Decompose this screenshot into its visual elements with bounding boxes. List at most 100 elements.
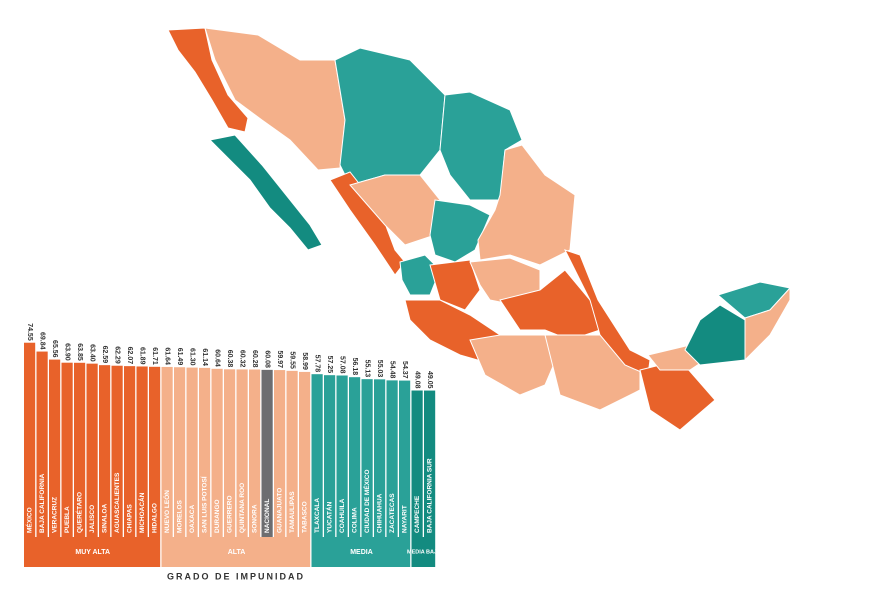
group-band	[311, 537, 411, 567]
bar	[149, 366, 161, 537]
value-label: 60.64	[213, 349, 220, 367]
category-label: TLAXCALA	[314, 498, 321, 533]
map-region	[204, 27, 346, 171]
group-label: MUY ALTA	[75, 549, 110, 556]
bar	[349, 377, 361, 537]
bar	[99, 365, 111, 537]
value-label: 60.08	[263, 350, 270, 368]
value-label: 57.25	[326, 356, 333, 374]
bar	[136, 366, 148, 537]
map-region	[208, 134, 323, 251]
bar	[399, 380, 411, 537]
bar	[336, 375, 348, 537]
bar	[411, 390, 423, 537]
category-label: VERACRUZ	[51, 497, 58, 533]
category-label: CIUDAD DE MÉXICO	[362, 469, 371, 533]
category-label: SAN LUIS POTOSÍ	[199, 476, 208, 533]
bar	[424, 390, 436, 537]
category-label: PUEBLA	[64, 506, 71, 533]
bar	[386, 380, 398, 537]
value-label: 49.08	[413, 371, 420, 389]
value-label: 62.07	[126, 347, 133, 365]
category-label: NACIONAL	[264, 499, 271, 533]
bar	[199, 367, 211, 537]
category-label: GUERRERO	[226, 495, 233, 533]
group-label: MEDIA BAJA	[407, 549, 441, 555]
bar	[274, 370, 286, 537]
category-label: OAXACA	[189, 505, 196, 533]
category-label: SINALOA	[101, 503, 108, 533]
category-label: YUCATÁN	[324, 501, 333, 533]
value-label: 55.13	[363, 360, 370, 378]
value-label: 74.55	[26, 323, 33, 341]
category-label: JALISCO	[89, 505, 96, 533]
value-label: 63.85	[76, 343, 83, 361]
bar	[361, 379, 373, 537]
category-label: DURANGO	[214, 499, 221, 533]
bar	[286, 370, 298, 537]
category-label: QUINTANA ROO	[239, 483, 246, 533]
map-region	[744, 286, 791, 362]
bar	[36, 351, 48, 537]
bar	[324, 375, 336, 537]
bar	[249, 369, 261, 537]
category-label: BAJA CALIFORNIA	[39, 473, 46, 533]
value-label: 59.55	[288, 351, 295, 369]
bar	[161, 366, 173, 537]
value-label: 49.05	[426, 371, 433, 389]
value-label: 60.38	[226, 350, 233, 368]
bar	[124, 366, 136, 537]
category-label: AGUASCALIENTES	[114, 472, 121, 533]
bar	[24, 342, 36, 537]
map	[167, 27, 791, 431]
category-label: HIDALGO	[151, 503, 158, 533]
bar	[86, 363, 98, 537]
value-label: 61.14	[201, 348, 208, 366]
bar	[74, 362, 86, 537]
value-label: 55.03	[376, 360, 383, 378]
map-region	[429, 259, 481, 311]
bar	[211, 368, 223, 537]
group-band	[24, 537, 161, 567]
value-label: 62.59	[101, 346, 108, 364]
bar	[299, 371, 311, 537]
value-label: 61.89	[138, 347, 145, 365]
category-label: CAMPECHE	[414, 495, 421, 533]
category-label: TAMAULIPAS	[289, 491, 296, 533]
value-label: 57.78	[313, 355, 320, 373]
value-label: 54.48	[388, 361, 395, 379]
value-label: 59.97	[276, 351, 283, 369]
group-band	[161, 537, 311, 567]
map-region	[439, 91, 523, 201]
value-label: 56.18	[351, 358, 358, 376]
value-label: 63.90	[63, 343, 70, 361]
bar	[111, 365, 123, 537]
value-label: 58.99	[301, 352, 308, 370]
value-label: 54.37	[401, 361, 408, 379]
category-label: NAYARIT	[401, 505, 408, 533]
bar	[311, 374, 323, 537]
category-label: NUEVO LEÓN	[162, 490, 171, 533]
value-label: 57.08	[338, 356, 345, 374]
bar	[374, 379, 386, 537]
value-label: 62.29	[113, 346, 120, 364]
category-label: QUERÉTARO	[74, 492, 83, 533]
category-label: BAJA CALIFORNIA SUR	[426, 458, 433, 533]
group-label: ALTA	[228, 549, 246, 556]
category-label: COLIMA	[351, 507, 358, 533]
category-label: GUANAJUATO	[276, 488, 283, 533]
category-label: TABASCO	[301, 501, 308, 533]
bar	[261, 369, 273, 537]
category-label: MICHOACÁN	[137, 492, 146, 533]
map-region	[167, 27, 249, 133]
map-region	[334, 47, 446, 186]
bar	[49, 359, 61, 537]
category-label: CHIAPAS	[126, 504, 133, 533]
map-region	[429, 199, 491, 263]
value-label: 63.40	[88, 344, 95, 362]
category-label: MÉXICO	[24, 507, 33, 533]
map-region	[684, 304, 746, 366]
value-label: 61.71	[151, 347, 158, 365]
value-label: 65.56	[51, 340, 58, 358]
